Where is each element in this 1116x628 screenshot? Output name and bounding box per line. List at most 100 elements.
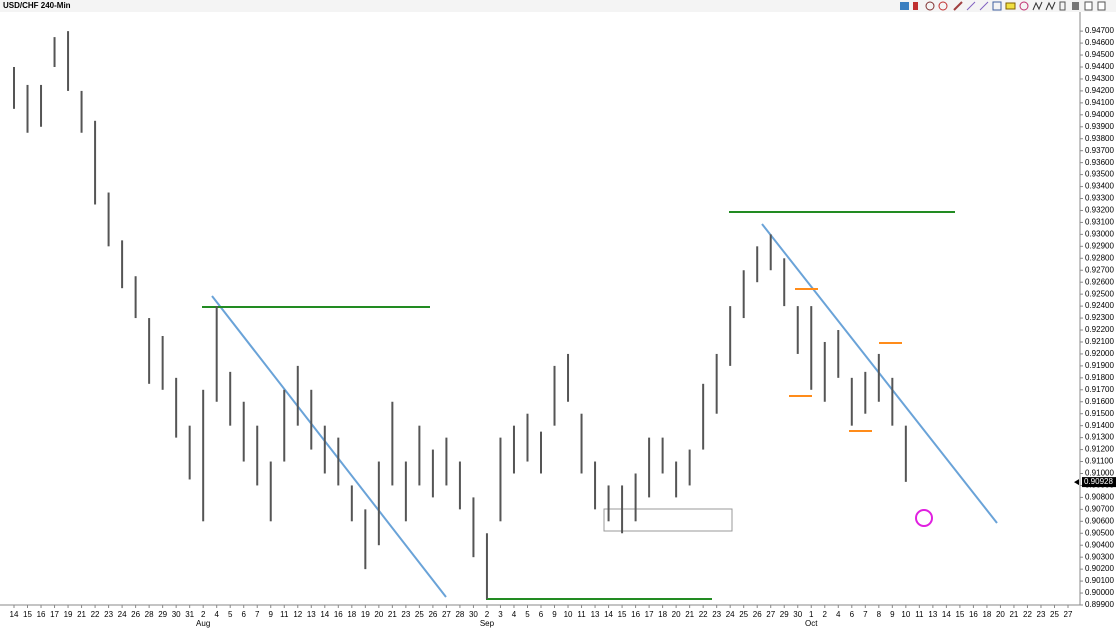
x-tick-label: 19 [361,610,370,619]
y-tick-label: 0.91600 [1085,397,1114,406]
tool-icon[interactable] [1019,1,1029,11]
month-label: Oct [805,619,818,628]
y-tick-label: 0.93700 [1085,146,1114,155]
x-tick-label: 27 [766,610,775,619]
tool-icon[interactable] [953,1,963,11]
price-bar [40,84,43,127]
price-bar [904,425,907,482]
x-tick-label: 22 [699,610,708,619]
tool-icon[interactable] [979,1,989,11]
y-tick-label: 0.94000 [1085,110,1114,119]
y-tick-label: 0.92000 [1085,349,1114,358]
x-tick-label: 2 [485,610,490,619]
x-tick-label: 14 [604,610,613,619]
tool-icon[interactable] [938,1,948,11]
x-tick-label: 28 [455,610,464,619]
tool-icon[interactable] [1072,2,1079,10]
x-tick-label: 7 [863,610,868,619]
y-tick-label: 0.91900 [1085,361,1114,370]
y-tick-label: 0.92200 [1085,325,1114,334]
y-tick-label: 0.90400 [1085,540,1114,549]
price-bar [742,270,745,319]
x-tick-label: 16 [969,610,978,619]
x-tick-label: 9 [269,610,274,619]
x-tick-label: 18 [347,610,356,619]
y-tick-label: 0.92400 [1085,301,1114,310]
tool-icon[interactable] [1045,1,1056,11]
price-bar [472,497,475,558]
price-bar [823,341,826,402]
x-tick-label: 6 [241,610,246,619]
x-tick-label: 9 [552,610,557,619]
x-tick-label: 24 [726,610,735,619]
tool-icon[interactable] [966,1,976,11]
x-tick-label: 7 [255,610,260,619]
tool-icon[interactable] [913,2,918,10]
tool-icon[interactable] [1084,1,1093,11]
x-tick-label: 13 [591,610,600,619]
chart-title: USD/CHF 240-Min [3,1,71,10]
y-tick-label: 0.91000 [1085,469,1114,478]
x-tick-label: 11 [577,610,586,619]
y-tick-label: 0.90500 [1085,528,1114,537]
price-bar [485,533,488,600]
x-tick-label: 4 [512,610,517,619]
y-tick-label: 0.92700 [1085,265,1114,274]
tool-icon[interactable] [1059,1,1066,11]
x-tick-label: 17 [645,610,654,619]
y-tick-label: 0.90000 [1085,588,1114,597]
toolbar [900,1,1106,11]
price-bar [283,389,286,462]
price-bar [648,437,651,498]
x-tick-label: 4 [214,610,219,619]
x-tick-label: 25 [739,610,748,619]
y-tick-label: 0.90600 [1085,516,1114,525]
x-tick-label: 14 [320,610,329,619]
month-label: Aug [196,619,210,628]
tool-icon[interactable] [925,1,935,11]
x-tick-label: 16 [334,610,343,619]
y-tick-label: 0.93400 [1085,182,1114,191]
y-tick-label: 0.92600 [1085,277,1114,286]
y-tick-label: 0.91500 [1085,409,1114,418]
x-tick-label: 11 [280,610,289,619]
y-tick-label: 0.93000 [1085,229,1114,238]
x-tick-label: 23 [1037,610,1046,619]
tool-icon[interactable] [1005,2,1016,10]
x-tick-label: 29 [780,610,789,619]
y-tick-label: 0.94600 [1085,38,1114,47]
x-tick-label: 12 [293,610,302,619]
trendline [211,295,447,598]
x-tick-label: 31 [185,610,194,619]
price-bar [134,276,137,319]
price-bar [864,371,867,414]
x-tick-label: 26 [753,610,762,619]
tool-icon[interactable] [900,2,909,10]
y-tick-label: 0.94700 [1085,26,1114,35]
x-tick-label: 17 [50,610,59,619]
price-bar [148,318,151,384]
price-bar [810,306,813,390]
price-bar [621,485,624,534]
x-tick-label: 29 [158,610,167,619]
x-tick-label: 23 [712,610,721,619]
price-bar [350,485,353,522]
x-tick-label: 16 [37,610,46,619]
tool-icon[interactable] [1032,1,1043,11]
price-bar [26,84,29,133]
price-bar [229,371,232,426]
x-tick-label: 21 [1009,610,1018,619]
x-tick-label: 22 [1023,610,1032,619]
price-bar [256,425,259,486]
tool-icon[interactable] [992,1,1002,11]
y-tick-label: 0.93600 [1085,158,1114,167]
price-bar [269,461,272,522]
tool-icon[interactable] [1097,1,1106,11]
last-price-label: 0.90928 [1084,477,1113,486]
x-tick-label: 23 [401,610,410,619]
x-tick-label: 15 [955,610,964,619]
price-bar [540,431,542,474]
x-tick-label: 10 [564,610,573,619]
price-bar [188,425,191,480]
